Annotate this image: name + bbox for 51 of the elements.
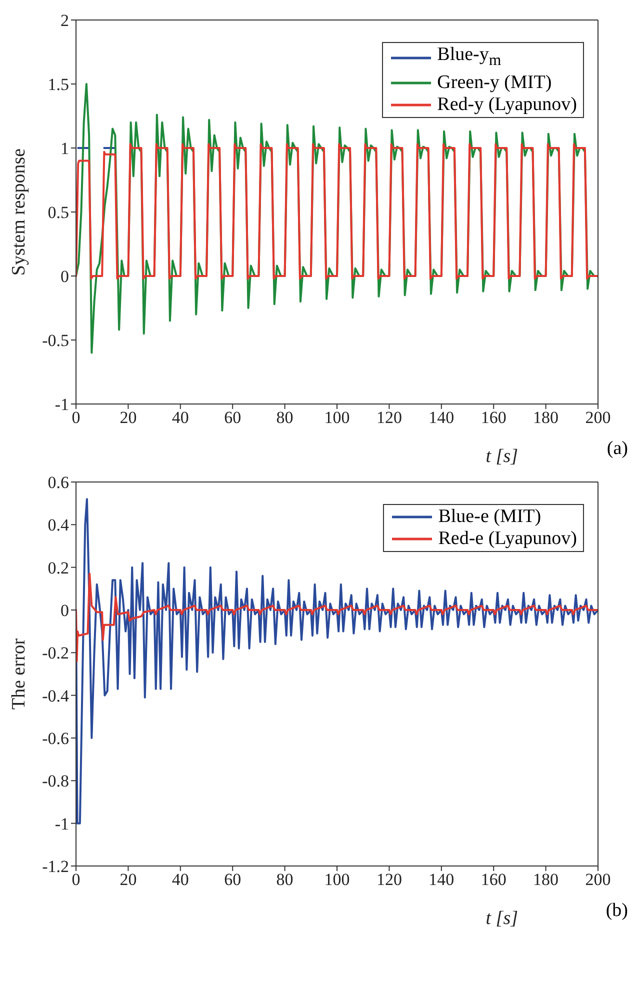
x-tick-label: 40 [172,870,189,890]
x-tick-label: 120 [376,870,402,890]
y-tick-label: -1.2 [42,857,69,876]
x-tick-label: 120 [376,408,402,428]
text: (b) [606,900,628,922]
x-axis-title: t [s] [486,908,518,929]
legend-label: Red-y (Lyapunov) [437,94,577,116]
y-tick-label: -0.4 [42,686,70,706]
x-tick-label: 180 [533,408,559,428]
x-tick-label: 40 [172,408,189,428]
legend-label: Red-e (Lyapunov) [438,528,577,550]
text: (a) [606,438,628,460]
y-axis-title: The error [8,638,30,710]
x-tick-label: 100 [324,408,350,428]
x-tick-label: 180 [533,870,559,890]
x-tick-label: 140 [428,408,454,428]
y-axis-title: System response [8,148,30,276]
y-tick-label: -0.5 [42,331,69,350]
x-tick-label: 160 [480,408,506,428]
y-tick-label: 0 [60,601,69,620]
legend-label: Green-y (MIT) [437,72,552,94]
x-tick-label: 160 [480,870,506,890]
x-tick-label: 60 [224,870,242,890]
y-tick-label: 0.2 [48,558,69,578]
x-tick-label: 20 [120,408,137,428]
x-tick-label: 80 [276,870,294,890]
x-tick-label: 20 [120,870,137,890]
y-tick-label: 2 [60,11,69,30]
y-tick-label: 0 [60,267,69,286]
x-tick-label: 60 [224,408,242,428]
legend-label: Blue-e (MIT) [438,506,542,528]
y-tick-label: -0.2 [42,644,69,663]
y-tick-label: 0.5 [48,203,69,222]
x-tick-label: 80 [276,408,294,428]
line-series [76,498,598,824]
line-series [76,143,598,280]
x-tick-label: 200 [585,408,611,428]
x-tick-label: 100 [324,870,350,890]
legend-label: Blue-y$_{m}$ [437,44,502,71]
y-tick-label: 0.6 [48,473,69,492]
y-tick-label: -1 [54,395,69,414]
x-tick-label: 140 [428,870,454,890]
x-tick-label: 200 [585,870,611,890]
y-tick-label: -0.6 [42,729,69,748]
line-series [76,572,598,662]
y-tick-label: -1 [54,814,69,834]
y-tick-label: -0.8 [42,772,69,791]
y-tick-label: 1 [60,139,69,158]
y-tick-label: 1.5 [48,75,69,94]
y-tick-label: 0.4 [48,516,70,535]
x-axis-title: t [s] [486,446,518,467]
